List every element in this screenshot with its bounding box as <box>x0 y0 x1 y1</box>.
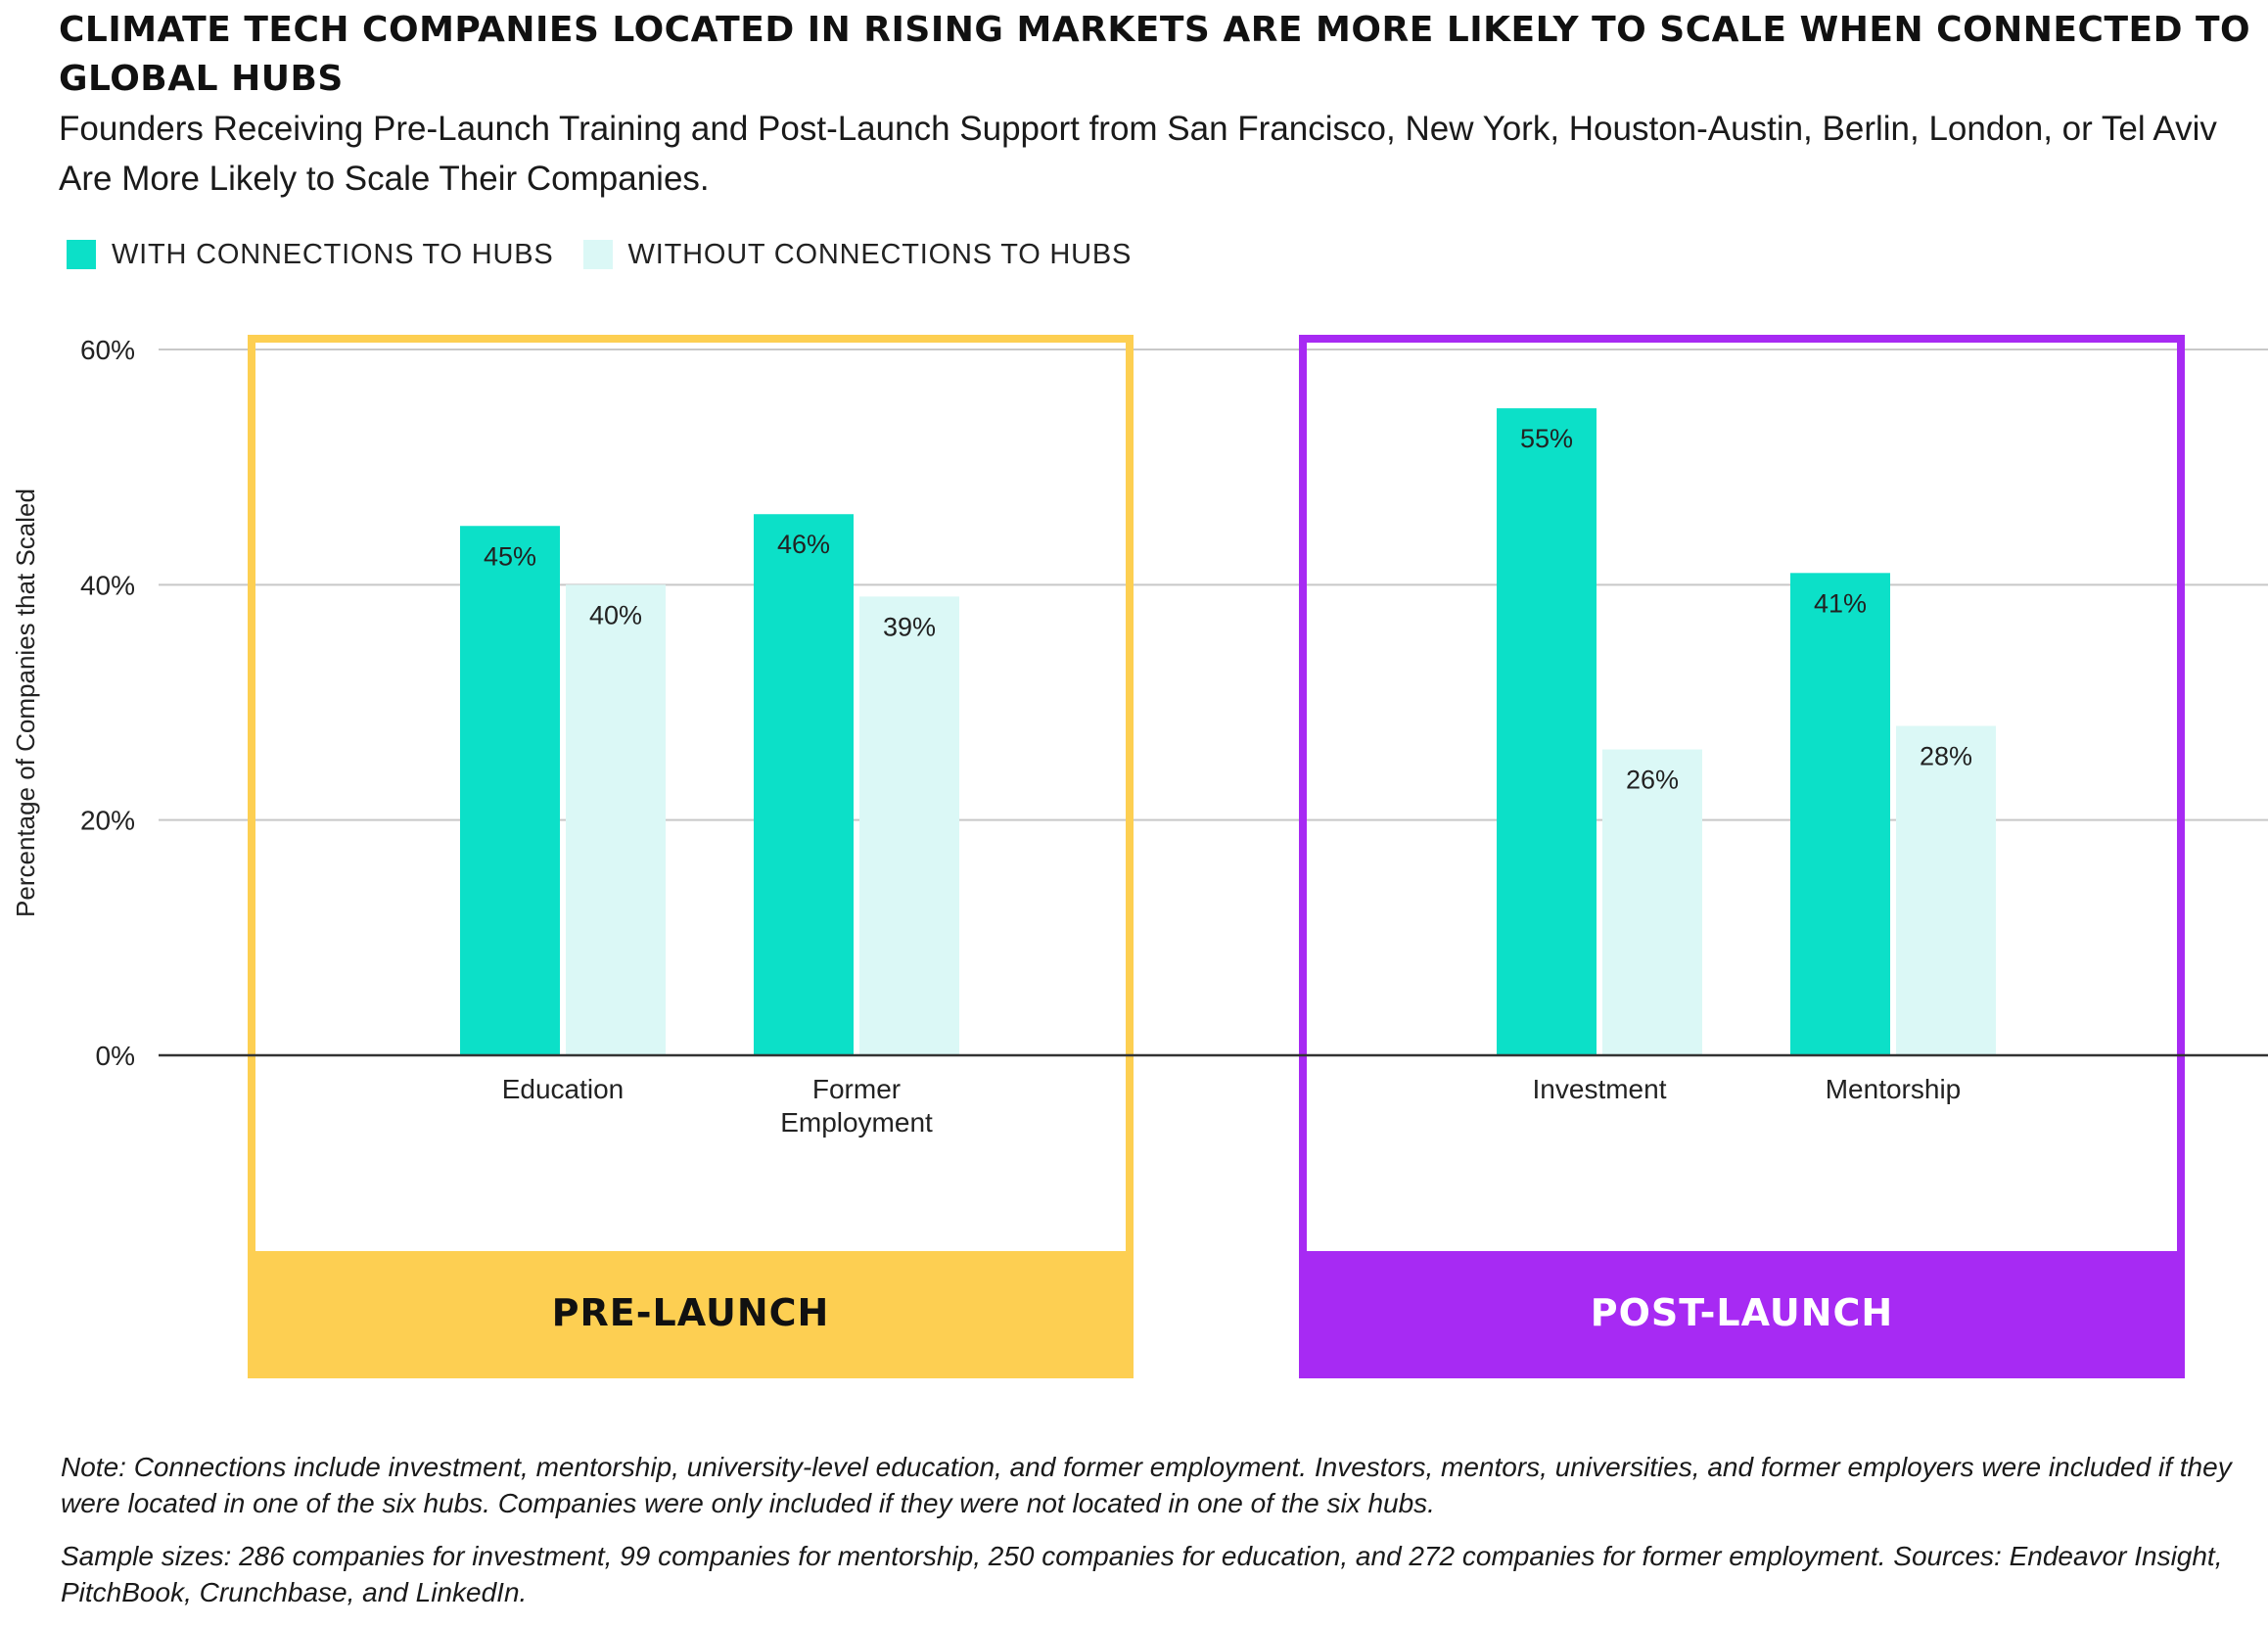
footnote-sample-sizes: Sample sizes: 286 companies for investme… <box>61 1541 2223 1607</box>
y-axis-title: Percentage of Companies that Scaled <box>11 488 40 917</box>
y-tick-label: 40% <box>80 570 135 600</box>
x-tick-label: Former <box>812 1074 901 1104</box>
group-banner-pre-launch <box>248 1251 1134 1378</box>
footnote-connections: Note: Connections include investment, me… <box>61 1452 2232 1518</box>
legend-label-without-hubs: WITHOUT CONNECTIONS TO HUBS <box>627 238 1133 270</box>
y-tick-label: 60% <box>80 335 135 365</box>
footnotes: Note: Connections include investment, me… <box>61 1449 2244 1627</box>
legend-label-with-hubs: WITH CONNECTIONS TO HUBS <box>112 238 554 270</box>
data-label: 46% <box>777 530 830 559</box>
group-frame-post-launch <box>1299 335 2185 1378</box>
x-tick-label: Mentorship <box>1826 1074 1962 1104</box>
x-tick-label: Investment <box>1533 1074 1667 1104</box>
x-tick-label: Employment <box>780 1107 933 1138</box>
y-tick-label: 20% <box>80 806 135 836</box>
legend-item-without-hubs: WITHOUT CONNECTIONS TO HUBS <box>582 238 1133 271</box>
bar-education-with-hubs <box>460 526 560 1055</box>
legend-item-with-hubs: WITH CONNECTIONS TO HUBS <box>67 239 554 271</box>
bar-investment-with-hubs <box>1497 408 1597 1055</box>
legend: WITH CONNECTIONS TO HUBS WITHOUT CONNECT… <box>67 235 1161 274</box>
chart-subtitle: Founders Receiving Pre-Launch Training a… <box>59 110 2217 198</box>
bar-investment-without-hubs <box>1602 749 1702 1055</box>
bar-education-without-hubs <box>566 584 666 1055</box>
data-label: 41% <box>1814 588 1867 618</box>
data-label: 26% <box>1626 766 1679 795</box>
bar-mentorship-with-hubs <box>1790 573 1890 1055</box>
group-frame-pre-launch <box>248 335 1134 1378</box>
data-label: 40% <box>589 600 642 629</box>
group-label-pre-launch: PRE-LAUNCH <box>552 1291 830 1334</box>
x-tick-label: Education <box>502 1074 625 1104</box>
bar-former-employment-with-hubs <box>754 514 854 1055</box>
chart-title: CLIMATE TECH COMPANIES LOCATED IN RISING… <box>59 10 2251 99</box>
group-label-post-launch: POST-LAUNCH <box>1591 1291 1893 1334</box>
bar-chart: Percentage of Companies that Scaled 0% 20%… <box>11 335 2268 1378</box>
bar-former-employment-without-hubs <box>859 596 959 1055</box>
y-tick-label: 0% <box>96 1041 135 1071</box>
data-label: 55% <box>1520 424 1573 453</box>
legend-swatch-with-hubs <box>67 240 96 269</box>
bar-mentorship-without-hubs <box>1896 725 1996 1055</box>
data-label: 39% <box>883 612 936 641</box>
data-label: 45% <box>484 541 536 571</box>
legend-swatch-without-hubs <box>582 240 613 269</box>
group-banner-post-launch <box>1299 1251 2185 1378</box>
data-label: 28% <box>1920 742 1972 771</box>
